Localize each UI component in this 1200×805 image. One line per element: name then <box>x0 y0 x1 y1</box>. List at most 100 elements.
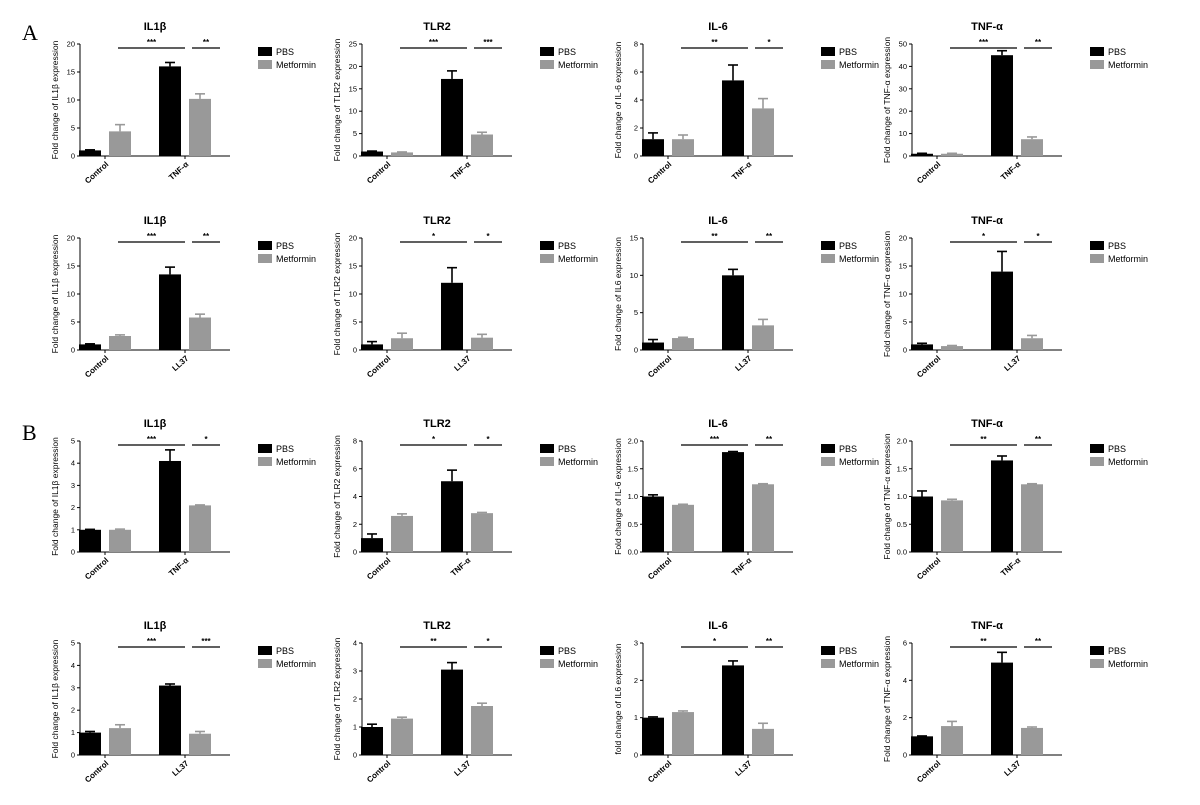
significance-label: * <box>713 637 717 646</box>
y-tick-label: 8 <box>634 40 638 49</box>
bar-metformin-control <box>109 131 131 156</box>
y-tick-label: 0 <box>634 751 638 760</box>
bar-metformin-control <box>941 153 963 156</box>
chart-12: TNF-α Fold change of TNF-α expression 0.0 0… <box>882 418 1148 582</box>
chart-16: TNF-α Fold change of TNF-α expression 0 2 4 6… <box>882 620 1148 785</box>
y-tick-label: 5 <box>71 318 75 327</box>
x-tick-label: LL37 <box>1002 758 1022 778</box>
y-tick-label: 5 <box>71 437 75 446</box>
legend-swatch-pbs <box>1090 241 1104 250</box>
y-tick-label: 10 <box>899 290 907 299</box>
bar-pbs-control <box>642 717 664 755</box>
y-tick-label: 6 <box>903 639 907 648</box>
bar-pbs-control <box>911 153 933 156</box>
significance-label: * <box>486 637 490 646</box>
y-tick-label: 2 <box>903 713 907 722</box>
legend-label: PBS <box>1108 241 1126 251</box>
significance-label: ** <box>203 38 210 47</box>
significance-label: ** <box>430 637 437 646</box>
legend-swatch-pbs <box>258 444 272 453</box>
x-tick-label: TNF-α <box>730 160 753 182</box>
y-tick-label: 10 <box>899 129 907 138</box>
y-axis-label: Fold change of TNF-α expression <box>882 231 892 357</box>
chart-title: IL-6 <box>708 418 728 430</box>
legend-swatch-metformin <box>540 457 554 466</box>
x-tick-label: LL37 <box>170 758 190 778</box>
legend-label: Metformin <box>276 659 316 669</box>
chart-title: IL-6 <box>708 215 728 227</box>
y-axis-label: Fold change of IL1β expression <box>50 40 60 159</box>
y-tick-label: 40 <box>899 62 907 71</box>
significance-label: *** <box>483 38 493 47</box>
legend-label: Metformin <box>839 457 879 467</box>
y-tick-label: 0 <box>903 751 907 760</box>
legend-label: PBS <box>558 47 576 57</box>
chart-title: IL-6 <box>708 21 728 33</box>
significance-label: * <box>1036 232 1040 241</box>
x-tick-label: Control <box>83 354 110 380</box>
legend-swatch-metformin <box>1090 659 1104 668</box>
y-tick-label: 2 <box>634 124 638 133</box>
x-tick-label: TNF-α <box>167 556 190 578</box>
bar-pbs-control <box>642 496 664 552</box>
legend-swatch-pbs <box>1090 47 1104 56</box>
y-axis-label: Fold change of IL1β expression <box>50 437 60 556</box>
y-tick-label: 0.5 <box>628 520 638 529</box>
significance-label: *** <box>710 435 720 444</box>
y-axis-label: Fold change of TLR2 expression <box>332 435 342 558</box>
y-axis-label: Fold change of IL-6 expression <box>613 41 623 158</box>
y-axis-label: Fold change of TNF-α expression <box>882 433 892 559</box>
chart-title: TNF-α <box>971 215 1003 227</box>
y-tick-label: 0 <box>634 346 638 355</box>
x-tick-label: Control <box>646 160 673 186</box>
y-axis-label: fold change of IL6 expression <box>613 643 623 754</box>
x-tick-label: LL37 <box>452 353 472 373</box>
legend-swatch-metformin <box>258 254 272 263</box>
y-tick-label: 15 <box>899 262 907 271</box>
bar-pbs-control <box>79 344 101 350</box>
bar-pbs-control <box>361 538 383 552</box>
x-tick-label: LL37 <box>170 353 190 373</box>
bar-metformin-control <box>941 500 963 552</box>
legend-label: PBS <box>839 47 857 57</box>
panel-label-a: A <box>22 20 38 45</box>
y-axis-label: Fold change of TLR2 expression <box>332 637 342 760</box>
y-tick-label: 0 <box>353 548 357 557</box>
y-tick-label: 10 <box>349 290 357 299</box>
chart-title: IL1β <box>144 620 167 632</box>
legend-label: Metformin <box>1108 254 1148 264</box>
significance-label: * <box>204 435 208 444</box>
significance-label: *** <box>147 38 157 47</box>
legend-swatch-pbs <box>821 241 835 250</box>
y-axis-label: Fold change of IL1β expression <box>50 639 60 758</box>
significance-label: * <box>982 232 986 241</box>
bar-metformin-treatment <box>1021 139 1043 156</box>
y-tick-label: 5 <box>903 318 907 327</box>
chart-7: IL-6 Fold change of IL6 expression 0 5 10 15 C… <box>613 215 879 380</box>
significance-label: ** <box>766 232 773 241</box>
y-tick-label: 15 <box>630 234 638 243</box>
bar-metformin-control <box>391 718 413 755</box>
y-tick-label: 1.5 <box>628 464 638 473</box>
legend-label: Metformin <box>558 659 598 669</box>
significance-label: *** <box>147 637 157 646</box>
bar-metformin-control <box>941 726 963 755</box>
legend-swatch-metformin <box>1090 254 1104 263</box>
bar-metformin-treatment <box>471 134 493 156</box>
x-tick-label: Control <box>83 160 110 186</box>
significance-label: *** <box>147 435 157 444</box>
legend-swatch-metformin <box>258 659 272 668</box>
bar-pbs-treatment <box>991 662 1013 755</box>
y-tick-label: 1 <box>353 723 357 732</box>
legend-swatch-metformin <box>540 659 554 668</box>
x-tick-label: LL37 <box>733 758 753 778</box>
y-axis-label: Fold change of IL-6 expression <box>613 438 623 555</box>
x-tick-label: Control <box>83 556 110 582</box>
y-tick-label: 0 <box>71 152 75 161</box>
y-axis-label: Fold change of TNF-α expression <box>882 636 892 762</box>
legend-label: Metformin <box>276 254 316 264</box>
legend-label: PBS <box>558 444 576 454</box>
bar-metformin-control <box>391 338 413 350</box>
chart-title: TNF-α <box>971 418 1003 430</box>
